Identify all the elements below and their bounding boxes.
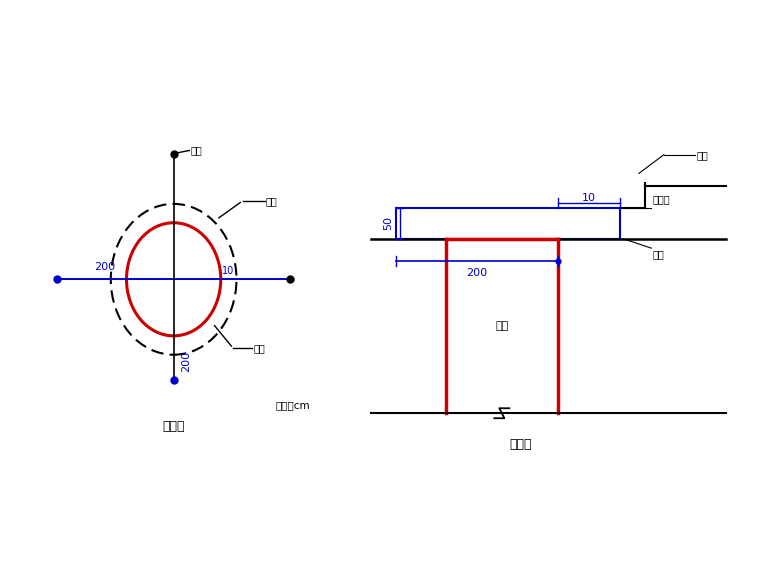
- Text: 桩径: 桩径: [266, 196, 277, 206]
- Text: 50: 50: [383, 216, 393, 230]
- Text: 桩径: 桩径: [696, 150, 708, 160]
- Text: 剖面图: 剖面图: [509, 438, 532, 451]
- Text: 单位：cm: 单位：cm: [276, 400, 310, 410]
- Text: 地面: 地面: [653, 250, 664, 259]
- Bar: [396, 207, 620, 239]
- Text: 10: 10: [582, 193, 596, 203]
- Text: 桩顶: 桩顶: [191, 145, 202, 156]
- Text: 护筒顶: 护筒顶: [653, 194, 670, 205]
- Text: 平面图: 平面图: [163, 421, 185, 434]
- Text: 桩身: 桩身: [496, 321, 508, 331]
- Text: 10: 10: [222, 266, 234, 276]
- Text: 200: 200: [94, 262, 115, 272]
- Text: 箍筋: 箍筋: [253, 344, 265, 353]
- Text: 200: 200: [181, 351, 192, 372]
- Text: 200: 200: [467, 268, 487, 278]
